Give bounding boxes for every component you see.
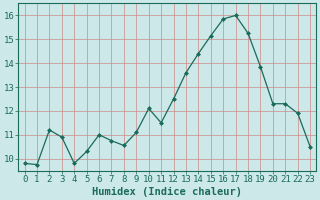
X-axis label: Humidex (Indice chaleur): Humidex (Indice chaleur)	[92, 186, 242, 197]
